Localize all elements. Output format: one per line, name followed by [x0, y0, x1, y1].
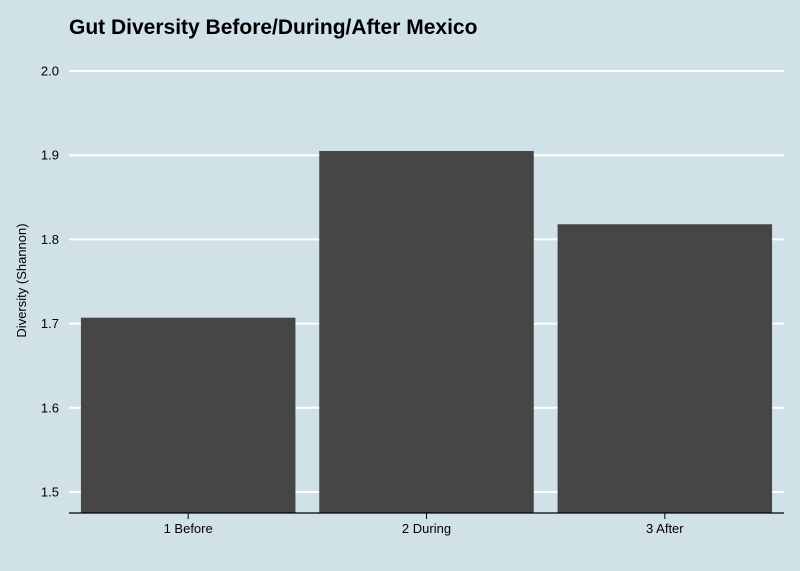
- bar: [557, 224, 773, 513]
- y-tick-label: 1.8: [41, 232, 59, 247]
- y-tick-label: 1.9: [41, 148, 59, 163]
- x-ticks: 1 Before 2 During 3 After: [164, 513, 684, 536]
- y-tick-label: 2.0: [41, 64, 59, 79]
- x-tick-label: 3 After: [646, 521, 684, 536]
- chart-title: Gut Diversity Before/During/After Mexico: [69, 16, 478, 39]
- y-axis-label: Diversity (Shannon): [14, 223, 29, 337]
- y-tick-label: 1.6: [41, 400, 59, 415]
- y-tick-label: 1.7: [41, 316, 59, 331]
- bar: [80, 317, 296, 513]
- y-tick-labels: 1.5 1.6 1.7 1.8 1.9 2.0: [41, 64, 59, 500]
- y-tick-label: 1.5: [41, 485, 59, 500]
- bar: [319, 150, 534, 514]
- x-tick-label: 2 During: [402, 521, 451, 536]
- x-tick-label: 1 Before: [164, 521, 213, 536]
- bars: [80, 150, 773, 514]
